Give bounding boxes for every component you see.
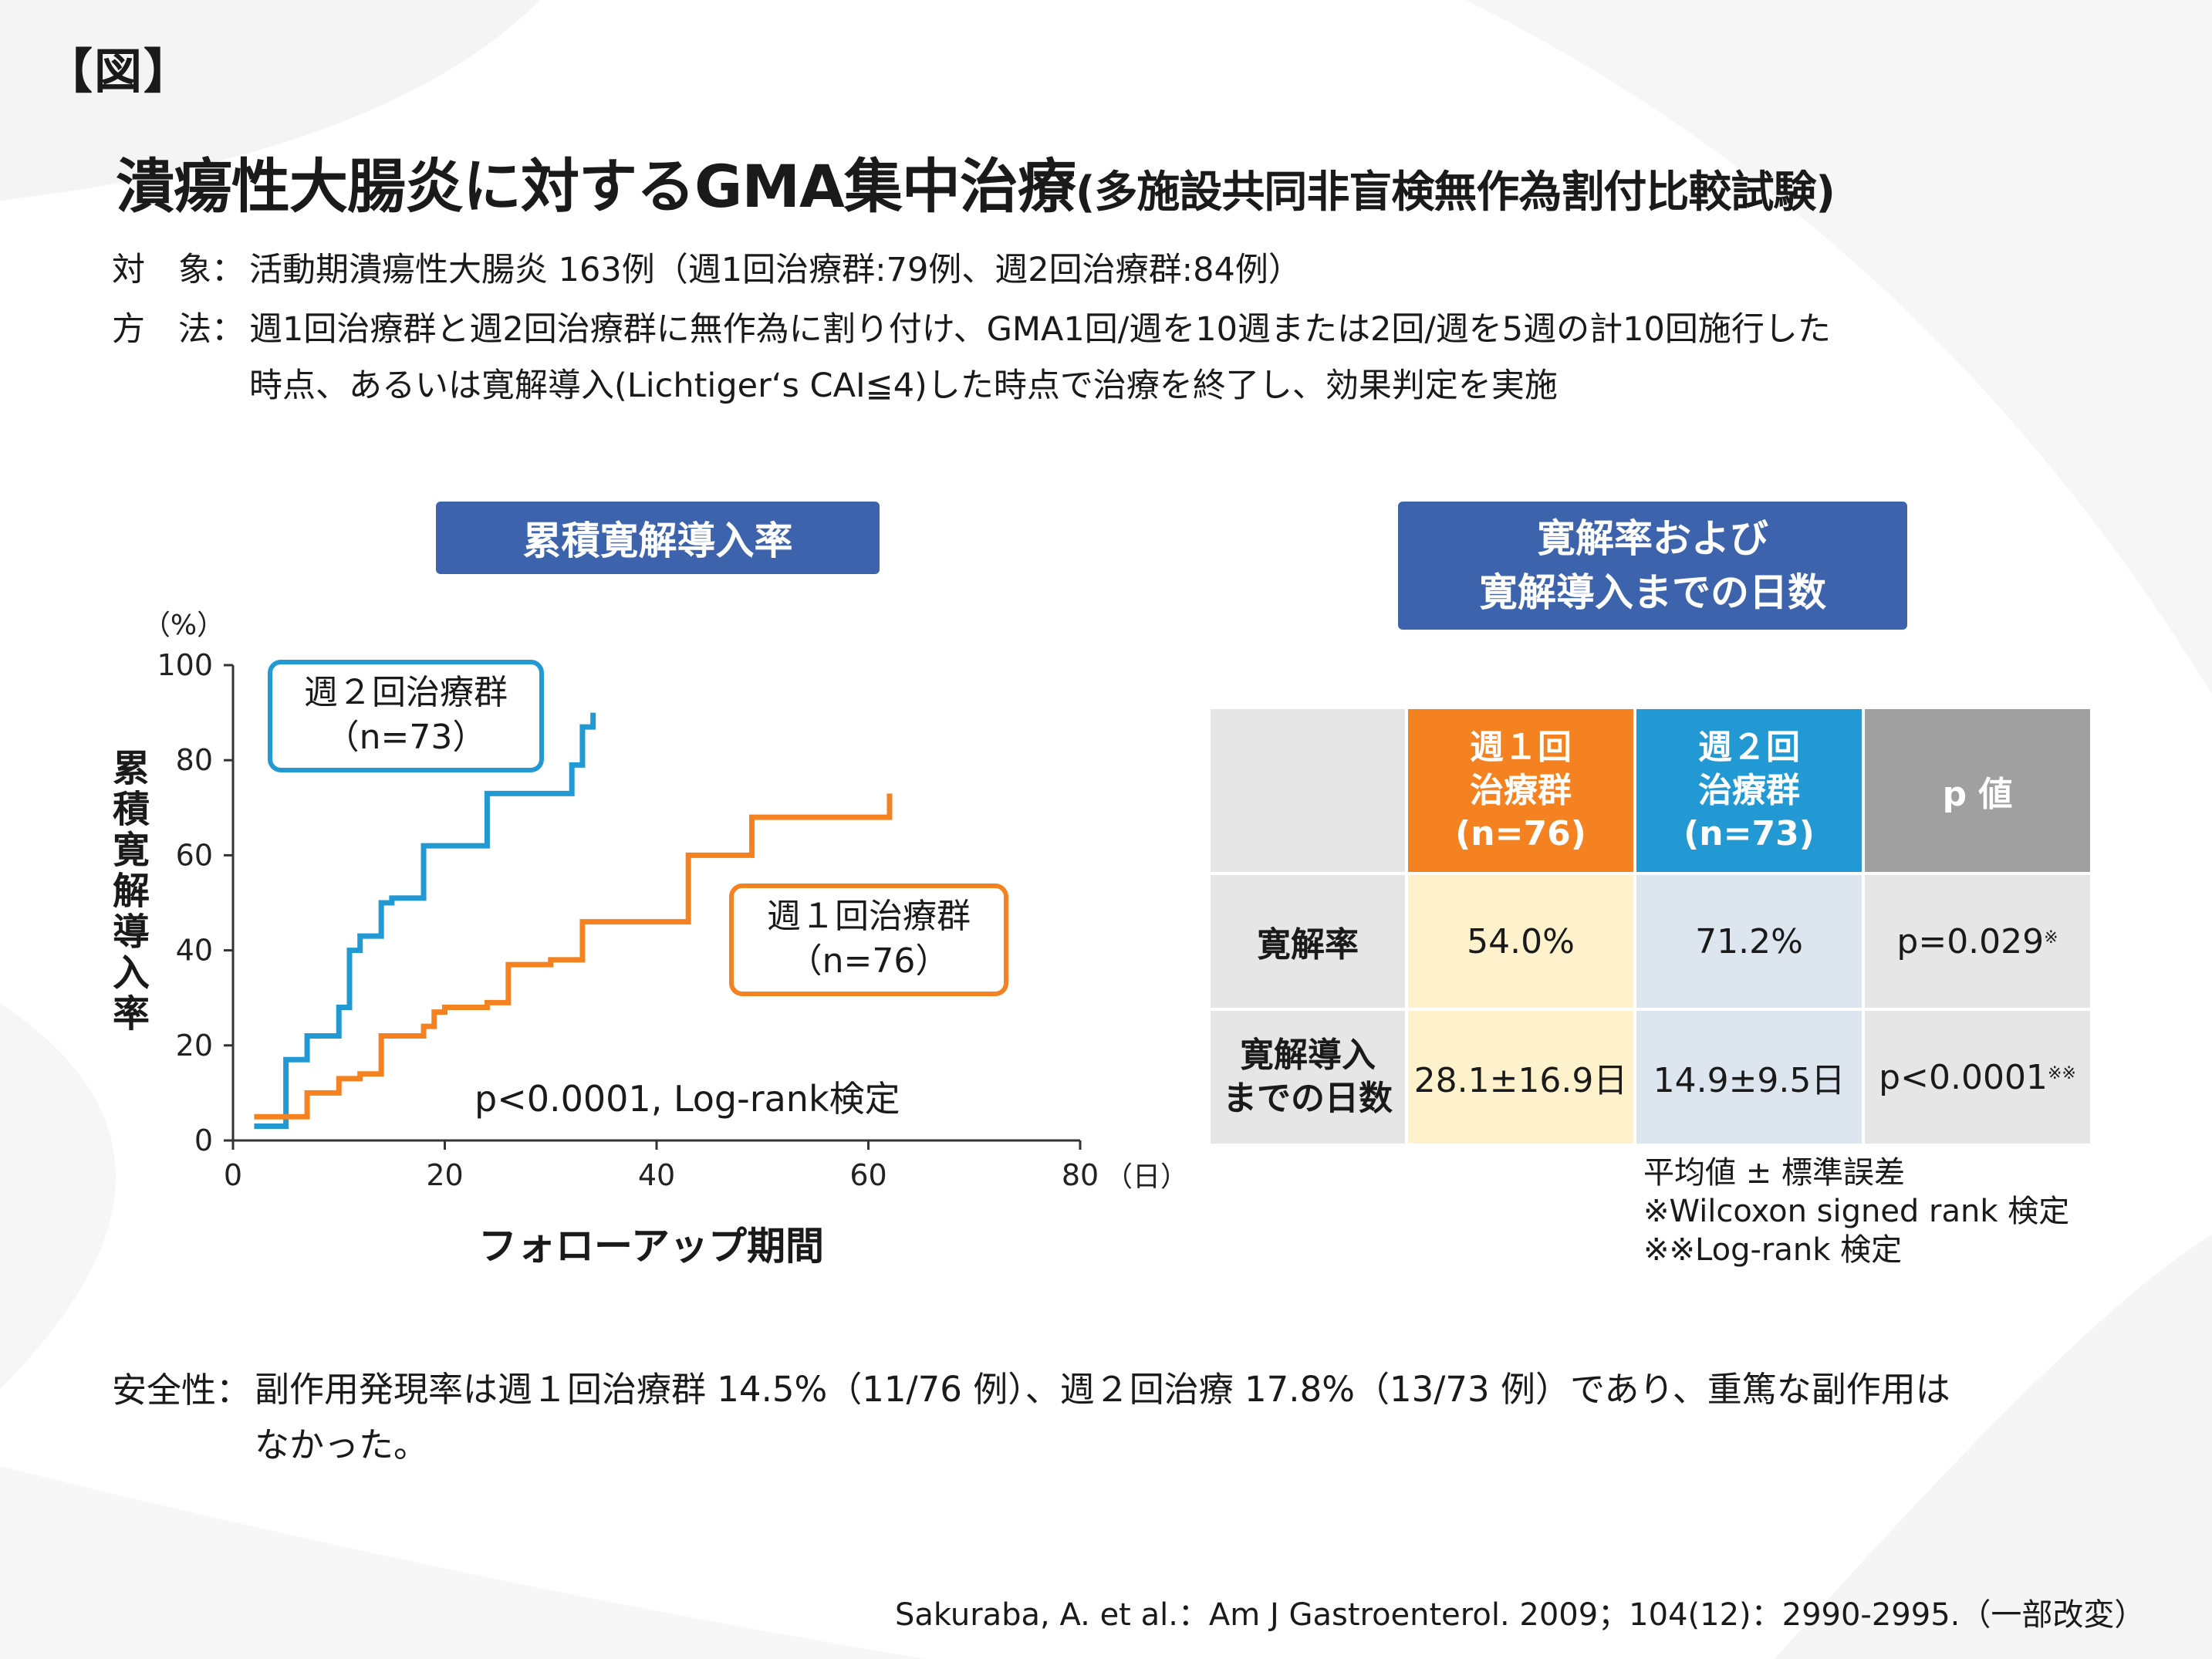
x-unit-label: （日）: [1105, 1161, 1188, 1193]
group1-box: [729, 884, 1008, 996]
cumulative-heading: 累積寛解導入率: [436, 502, 880, 574]
y-tick-label: 20: [176, 1029, 213, 1063]
days-p: p<0.0001※※: [1862, 1008, 2093, 1147]
header-weekly-once-l3: (n=76): [1455, 813, 1586, 853]
table-notes: 平均値 ± 標準誤差 ※Wilcoxon signed rank 検定 ※※Lo…: [1643, 1154, 2069, 1269]
remission-table: 週１回 治療群 (n=76) 週２回 治療群 (n=73) p 値 寛解率 54…: [1207, 706, 2093, 1147]
subject-row: 対 象： 活動期潰瘍性大腸炎 163例（週1回治療群:79例、週2回治療群:84…: [112, 243, 1302, 291]
group2-box: [268, 660, 544, 772]
method-row: 方 法： 週1回治療群と週2回治療群に無作為に割り付け、GMA1回/週を10週ま…: [112, 302, 1831, 350]
series-twice-weekly-line: [254, 712, 596, 1130]
row-days-label-l1: 寛解導入: [1240, 1036, 1376, 1075]
title-main: 潰瘍性大腸炎に対するGMA集中治療: [116, 152, 1076, 221]
row-days-label: 寛解導入 までの日数: [1207, 1008, 1408, 1147]
x-tick-label: 0: [224, 1158, 242, 1192]
page-title: 潰瘍性大腸炎に対するGMA集中治療(多施設共同非盲検無作為割付比較試験): [116, 139, 1835, 224]
remission-rate-p-value: p=0.029: [1896, 921, 2045, 961]
x-tick-label: 40: [638, 1158, 675, 1192]
header-weekly-once-l2: 治療群: [1470, 770, 1572, 810]
group1-box-line1: 週１回治療群: [767, 897, 971, 936]
y-tick-label: 40: [176, 934, 213, 968]
x-tick-label: 80: [1062, 1158, 1099, 1192]
safety-line2: なかった。: [255, 1424, 429, 1465]
series-once-weekly-line: [254, 793, 893, 1120]
days-twice: 14.9±9.5日: [1633, 1008, 1865, 1147]
y-axis-title: 累積寛解導入率: [112, 747, 150, 1036]
group2-box-line1: 週２回治療群: [304, 673, 508, 712]
safety-label: 安全性：: [112, 1370, 252, 1411]
method-label: 方 法：: [112, 310, 245, 349]
figure-label: 【図】: [45, 43, 194, 100]
remission-heading-line2: 寛解導入までの日数: [1479, 570, 1826, 615]
header-p-value: p 値: [1862, 706, 2093, 875]
remission-rate-twice: 71.2%: [1633, 872, 1865, 1011]
days-p-mark: ※※: [2047, 1063, 2076, 1083]
subject-text: 活動期潰瘍性大腸炎 163例（週1回治療群:79例、週2回治療群:84例）: [249, 251, 1302, 289]
note-mean: 平均値 ± 標準誤差: [1643, 1155, 1905, 1191]
days-once: 28.1±16.9日: [1405, 1008, 1636, 1147]
title-sub: (多施設共同非盲検無作為割付比較試験): [1075, 167, 1835, 218]
header-weekly-once: 週１回 治療群 (n=76): [1405, 706, 1636, 875]
subject-label: 対 象：: [112, 251, 245, 289]
group2-box-line2: （n=73）: [326, 718, 487, 757]
safety-text: 副作用発現率は週１回治療群 14.5%（11/76 例）、週２回治療 17.8%…: [255, 1362, 2106, 1473]
note-logrank: ※※Log-rank 検定: [1643, 1232, 1903, 1268]
method-line2: 時点、あるいは寛解導入(Lichtiger‘s CAI≦4)した時点で治療を終了…: [249, 367, 1558, 405]
remission-rate-p-mark: ※: [2044, 927, 2058, 948]
y-tick-label: 60: [176, 838, 213, 872]
method-line1: 週1回治療群と週2回治療群に無作為に割り付け、GMA1回/週を10週または2回/…: [249, 310, 1831, 349]
y-tick-label: 80: [176, 743, 213, 777]
y-tick-label: 100: [157, 648, 213, 682]
logrank-stat: p<0.0001, Log-rank検定: [474, 1078, 900, 1120]
x-axis-title: フォローアップ期間: [478, 1224, 824, 1269]
km-chart: （%） （日） 0 20 40 60 80 100 0 20 40 60 80 週２回治療群 （n=…: [143, 610, 1188, 1193]
header-weekly-twice-l3: (n=73): [1683, 813, 1815, 853]
reference: Sakuraba, A. et al.：Am J Gastroenterol. …: [895, 1597, 2146, 1633]
days-p-value: p<0.0001: [1879, 1057, 2048, 1097]
header-weekly-twice-l2: 治療群: [1698, 770, 1800, 810]
row-days-label-l2: までの日数: [1223, 1079, 1393, 1118]
header-weekly-twice-l1: 週２回: [1698, 727, 1800, 767]
remission-rate-once: 54.0%: [1405, 872, 1636, 1011]
table-corner: [1207, 706, 1408, 875]
x-tick-label: 60: [849, 1158, 886, 1192]
y-unit-label: （%）: [143, 610, 225, 641]
y-tick-label: 0: [194, 1123, 213, 1157]
remission-heading: 寛解率および 寛解導入までの日数: [1398, 502, 1907, 630]
row-remission-rate-label: 寛解率: [1207, 872, 1408, 1011]
group1-box-line2: （n=76）: [789, 941, 950, 981]
header-weekly-twice: 週２回 治療群 (n=73): [1633, 706, 1865, 875]
remission-rate-p: p=0.029※: [1862, 872, 2093, 1011]
x-tick-label: 20: [426, 1158, 463, 1192]
remission-heading-line1: 寛解率および: [1537, 516, 1768, 561]
safety-line1: 副作用発現率は週１回治療群 14.5%（11/76 例）、週２回治療 17.8%…: [255, 1369, 1950, 1410]
note-wilcoxon: ※Wilcoxon signed rank 検定: [1643, 1194, 2070, 1229]
header-weekly-once-l1: 週１回: [1470, 727, 1572, 767]
